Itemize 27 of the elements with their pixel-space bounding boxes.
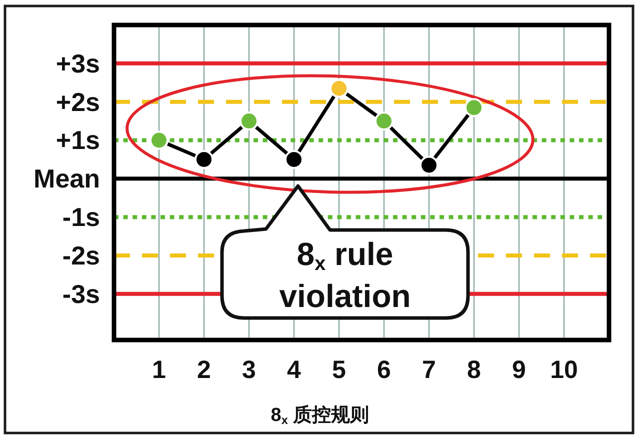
point — [464, 98, 484, 118]
y-tick-label: +1s — [56, 125, 100, 156]
x-tick-label: 1 — [152, 356, 166, 384]
x-tick-label: 5 — [332, 356, 346, 384]
point — [420, 156, 438, 175]
x-tick-label: 8 — [467, 356, 482, 384]
point — [240, 112, 258, 131]
y-tick-label: Mean — [34, 164, 100, 194]
x-tick-label: 7 — [422, 356, 436, 384]
point — [194, 150, 214, 169]
point — [374, 112, 394, 131]
y-tick-label: +2s — [56, 86, 100, 117]
point — [330, 78, 348, 98]
point — [284, 150, 304, 169]
x-tick-label: 9 — [512, 356, 526, 384]
x-tick-label: 10 — [550, 356, 578, 384]
x-tick-label: 3 — [242, 356, 256, 384]
y-tick-label: -1s — [62, 202, 100, 232]
x-axis-title: 8$_{x}$ 质控规则 — [270, 404, 370, 427]
y-tick-label: -2s — [62, 240, 100, 270]
x-tick-label: 2 — [197, 356, 211, 384]
point — [150, 130, 168, 150]
y-tick-label: -3s — [62, 278, 100, 309]
annotation: 8$_{x}$ rule violation — [279, 236, 411, 314]
y-tick-label: +3s — [56, 48, 100, 78]
x-tick-label: 4 — [287, 356, 302, 384]
x-tick-label: 6 — [377, 356, 391, 384]
